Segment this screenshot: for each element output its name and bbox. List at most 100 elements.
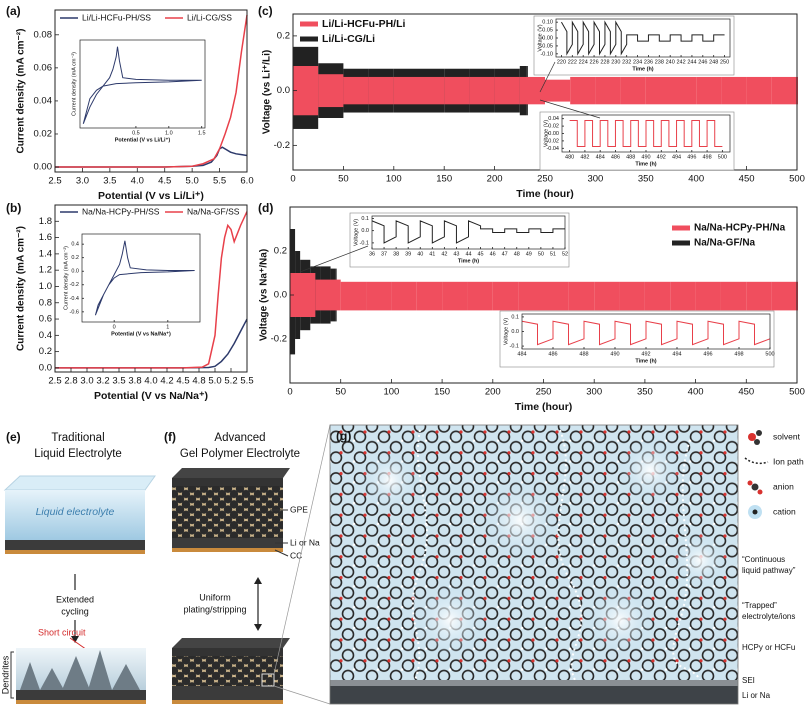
voltage-band <box>467 281 493 311</box>
x-tick-label: 250 <box>720 59 729 65</box>
arrow-text: Extended <box>56 594 94 604</box>
y-tick-label: 1.6 <box>39 232 52 243</box>
inset-background <box>499 310 775 368</box>
x-tick-label: 4.8 <box>192 376 205 387</box>
x-tick-label: 3.0 <box>76 176 89 187</box>
x-tick-label: 228 <box>600 59 609 65</box>
legend-label: Li/Li-CG/SS <box>187 12 232 22</box>
x-tick-label: 0 <box>113 324 116 330</box>
x-tick-label: 492 <box>641 351 650 357</box>
current-collector <box>172 700 283 704</box>
x-tick-label: 36 <box>369 251 375 257</box>
layer-label: GPE <box>290 504 308 514</box>
x-tick-label: 200 <box>487 174 503 185</box>
gpe-skin <box>172 478 283 486</box>
y-axis-label: Current density (mA cm⁻²) <box>63 246 69 310</box>
y-axis-label: Voltage (vs Li⁺/Li) <box>262 50 273 135</box>
x-tick-label: 500 <box>718 154 727 160</box>
x-tick-label: 222 <box>568 59 577 65</box>
voltage-band <box>620 76 646 105</box>
inset-line <box>521 320 771 346</box>
glow <box>585 585 655 655</box>
gpe-skin <box>172 648 283 656</box>
voltage-band <box>720 281 747 311</box>
inset-line <box>569 120 723 147</box>
y-tick-label: 0.00 <box>34 162 53 173</box>
x-tick-label: 50 <box>338 174 349 185</box>
x-tick-label: 482 <box>580 154 589 160</box>
y-tick-label: 0.1 <box>361 216 369 222</box>
y-tick-label: -0.04 <box>546 146 559 152</box>
x-axis-label: Time (h) <box>458 258 479 264</box>
x-tick-label: 0 <box>290 174 295 185</box>
voltage-band <box>518 281 544 311</box>
x-tick-label: 234 <box>633 59 642 65</box>
x-axis-label: Potential (V vs Li/Li⁺) <box>98 190 204 202</box>
x-tick-label: 48 <box>514 251 520 257</box>
annotation: “Continuous <box>742 555 785 564</box>
y-tick-label: 0.2 <box>277 30 290 41</box>
icon <box>747 480 753 486</box>
x-tick-label: 250 <box>536 387 552 398</box>
annotation: SEI <box>742 676 755 685</box>
x-tick-label: 488 <box>579 351 588 357</box>
x-tick-label: 224 <box>579 59 588 65</box>
x-tick-label: 41 <box>429 251 435 257</box>
x-tick-label: 1.5 <box>198 130 206 136</box>
dendrite <box>112 664 140 690</box>
y-tick-label: 1.4 <box>39 248 52 259</box>
voltage-band <box>644 281 671 311</box>
x-tick-label: 490 <box>641 154 650 160</box>
voltage-band <box>366 281 392 311</box>
inset-background <box>539 111 735 171</box>
x-tick-label: 3.5 <box>112 376 125 387</box>
x-tick-label: 4.0 <box>131 176 144 187</box>
x-tick-label: 2.5 <box>48 376 61 387</box>
pointer-line <box>299 245 369 273</box>
x-tick-label: 0.5 <box>132 130 140 136</box>
voltage-band <box>671 76 697 105</box>
y-tick-label: 1.2 <box>39 265 52 276</box>
x-tick-label: 40 <box>417 251 423 257</box>
y-tick-label: 0.2 <box>71 255 79 261</box>
y-tick-label: 0.0 <box>39 362 52 373</box>
zoom-box <box>261 673 275 687</box>
voltage-band <box>771 76 797 105</box>
x-tick-label: 6.0 <box>240 176 253 187</box>
y-axis-label: Voltage (V) <box>543 120 549 147</box>
y-tick-label: 0.8 <box>39 297 52 308</box>
sei-layer <box>330 680 738 686</box>
voltage-band <box>416 281 443 311</box>
x-tick-label: 5.5 <box>240 376 253 387</box>
icon <box>748 433 756 441</box>
x-tick-label: 240 <box>666 59 675 65</box>
metal-layer <box>330 686 738 704</box>
liquid-electrolyte <box>5 490 145 540</box>
arrow-head <box>254 624 262 631</box>
x-tick-label: 498 <box>702 154 711 160</box>
x-tick-label: 50 <box>335 387 346 398</box>
x-tick-label: 494 <box>672 154 681 160</box>
dendrites-label: Dendrites <box>0 655 10 694</box>
x-tick-label: 226 <box>589 59 598 65</box>
voltage-band <box>570 76 596 105</box>
y-axis-label: Current density (mA cm⁻²) <box>16 226 27 351</box>
x-axis-label: Time (h) <box>635 161 656 167</box>
inset-line <box>94 240 195 316</box>
y-tick-label: 0.0 <box>71 269 79 275</box>
y-tick-label: 0.0 <box>361 228 369 234</box>
legend-label: Li/Li-HCFu-PH/Li <box>322 18 405 30</box>
panel-label: (g) <box>336 429 351 443</box>
x-tick-label: 250 <box>537 174 553 185</box>
x-tick-label: 484 <box>517 351 526 357</box>
zoom-line <box>273 424 331 675</box>
y-tick-label: 0.04 <box>34 95 53 106</box>
annotation: liquid pathway” <box>742 566 796 575</box>
glow <box>480 480 560 560</box>
x-tick-label: 5.5 <box>213 176 226 187</box>
glow <box>412 582 488 658</box>
voltage-band <box>721 76 747 105</box>
series-line <box>55 211 248 369</box>
x-tick-label: 248 <box>709 59 718 65</box>
legend-label: cation <box>773 506 796 516</box>
